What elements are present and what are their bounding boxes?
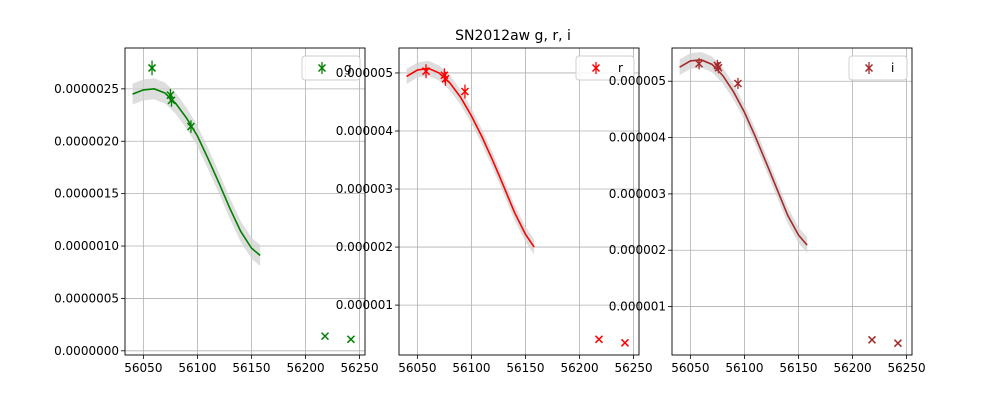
data-point: [186, 122, 195, 131]
outlier-point: [594, 335, 604, 344]
y-tick-label: 0.000001: [609, 300, 666, 314]
data-point-stroke-b: [147, 63, 157, 72]
x-tick-label: 56250: [615, 361, 653, 375]
y-tick-label: 0.000003: [609, 187, 666, 201]
x-tick-label: 56050: [671, 361, 709, 375]
outlier-point-stroke-b: [594, 335, 604, 344]
fit-line: [679, 59, 808, 246]
outlier-point: [620, 338, 629, 347]
data-point-stroke-b: [421, 67, 431, 76]
outlier-point-stroke-b: [320, 332, 330, 341]
outlier-point: [867, 335, 877, 344]
outlier-point-stroke-b: [346, 335, 355, 344]
x-tick-label: 56050: [398, 361, 436, 375]
y-tick-label: 0.000004: [336, 124, 393, 138]
chart-panel-g: 56050 56100 56150 56200 56250 0.0000000 0.0000…: [54, 47, 379, 375]
y-tick-label: 0.000002: [336, 240, 393, 254]
x-tick-label: 56250: [341, 361, 379, 375]
data-point: [733, 79, 742, 88]
data-point: [147, 63, 157, 72]
outlier-point: [320, 332, 330, 341]
x-tick-label: 56100: [725, 361, 763, 375]
legend-label: i: [891, 61, 894, 75]
fit-line: [132, 88, 261, 257]
x-tick-label: 56100: [178, 361, 216, 375]
y-tick-label: 0.0000020: [54, 134, 119, 148]
data-point-stroke-b: [440, 71, 449, 80]
legend-box: [848, 55, 908, 81]
legend-box: [301, 55, 361, 81]
data-point: [713, 61, 722, 70]
data-point-stroke-b: [713, 61, 722, 70]
outlier-point-stroke-b: [893, 339, 902, 348]
x-tick-label: 56050: [124, 361, 162, 375]
data-point-stroke-b: [694, 59, 704, 68]
data-point-stroke-b: [460, 87, 469, 96]
data-point: [421, 67, 431, 76]
legend-marker-b: [864, 63, 874, 73]
data-point: [694, 59, 704, 68]
outlier-point-stroke-b: [867, 335, 877, 344]
legend-marker-b: [317, 63, 327, 73]
figure-title: SN2012aw g, r, i: [455, 28, 571, 44]
x-tick-label: 56150: [779, 361, 817, 375]
y-tick-label: 0.0000015: [54, 187, 119, 201]
data-point: [441, 74, 450, 83]
x-tick-label: 56200: [560, 361, 598, 375]
x-tick-label: 56200: [286, 361, 324, 375]
legend: g: [301, 55, 361, 81]
x-tick-label: 56150: [232, 361, 270, 375]
data-point-stroke-b: [167, 96, 176, 105]
data-point: [167, 96, 176, 105]
fit-confidence-band: [679, 51, 808, 254]
y-tick-label: 0.000004: [609, 131, 666, 145]
x-tick-label: 56150: [506, 361, 544, 375]
data-point: [460, 87, 469, 96]
outlier-point: [893, 339, 902, 348]
outlier-point-stroke-b: [620, 338, 629, 347]
data-point-stroke-b: [733, 79, 742, 88]
y-tick-label: 0.0000000: [54, 344, 119, 358]
y-tick-label: 0.0000025: [54, 82, 119, 96]
y-tick-label: 0.000005: [609, 74, 666, 88]
y-tick-label: 0.000002: [609, 243, 666, 257]
x-tick-label: 56200: [833, 361, 871, 375]
legend-label: g: [344, 61, 352, 75]
chart-panel-i: 56050 56100 56150 56200 56250 0.000001 0.00000…: [609, 47, 926, 375]
y-tick-label: 0.000001: [336, 298, 393, 312]
legend-label: r: [618, 61, 623, 75]
axes-frame: [671, 47, 913, 356]
data-point-stroke-b: [186, 122, 195, 131]
data-point: [714, 63, 723, 72]
legend: i: [848, 55, 908, 81]
outlier-point: [346, 335, 355, 344]
y-tick-label: 0.000005: [336, 66, 393, 80]
data-point-stroke-b: [714, 63, 723, 72]
legend-marker-b: [591, 63, 601, 73]
legend-box: [575, 55, 635, 81]
axes-frame: [398, 47, 640, 356]
chart-panel-r: 56050 56100 56150 56200 56250 0.000001 0.00000…: [336, 47, 653, 375]
x-tick-label: 56100: [452, 361, 490, 375]
data-point-stroke-b: [441, 74, 450, 83]
legend: r: [575, 55, 635, 81]
axes-frame: [124, 47, 366, 356]
fit-confidence-band: [132, 78, 261, 266]
y-tick-label: 0.0000010: [54, 239, 119, 253]
y-tick-label: 0.0000005: [54, 291, 119, 305]
y-tick-label: 0.000003: [336, 182, 393, 196]
x-tick-label: 56250: [888, 361, 926, 375]
